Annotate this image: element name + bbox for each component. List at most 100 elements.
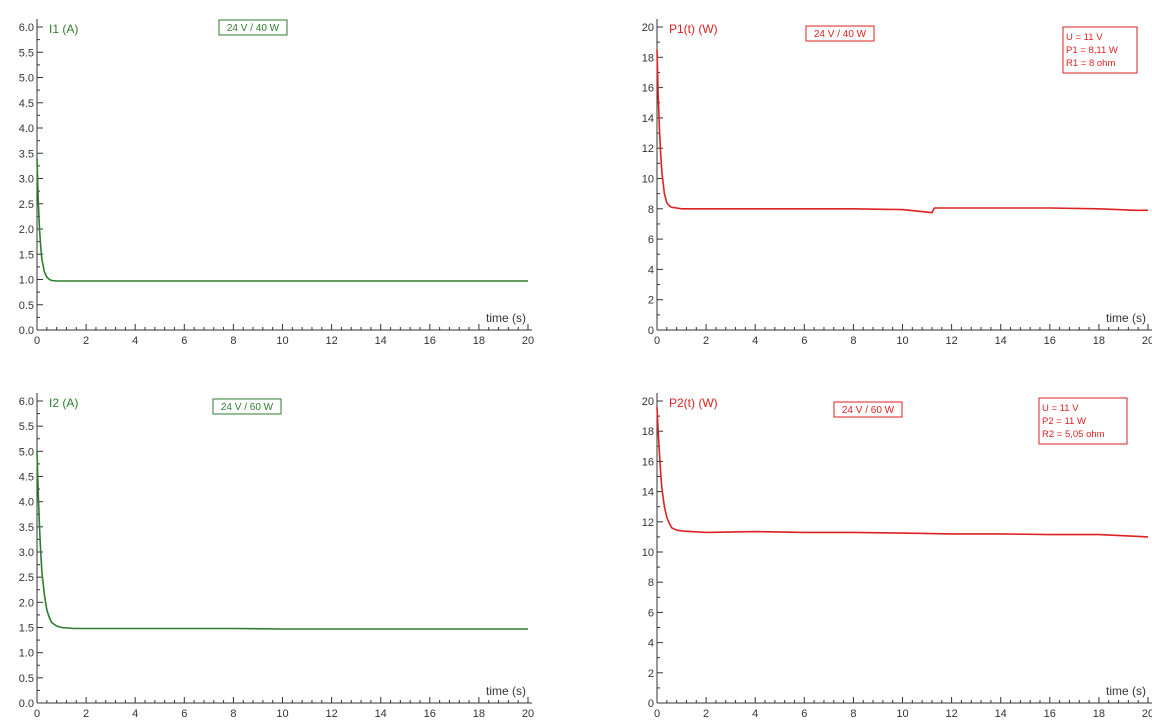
y-tick-label: 16 <box>642 83 654 95</box>
badge-label: 24 V / 40 W <box>227 23 280 34</box>
x-tick-label: 2 <box>83 335 89 347</box>
x-tick-label: 20 <box>522 335 534 347</box>
info-box <box>1038 397 1128 445</box>
x-axis-label: time (s) <box>1106 311 1146 325</box>
x-tick-label: 8 <box>230 708 236 720</box>
y-tick-label: 3.0 <box>19 547 34 559</box>
y-tick-label: 0.5 <box>19 300 34 312</box>
badge-box <box>805 25 875 42</box>
badge-box <box>833 401 903 418</box>
y-tick-label: 4.5 <box>19 98 34 110</box>
x-axis-label: time (s) <box>486 311 526 325</box>
y-tick-label: 14 <box>642 113 654 125</box>
y-tick-label: 3.5 <box>19 522 34 534</box>
y-tick-label: 1.0 <box>19 648 34 660</box>
y-tick-label: 16 <box>642 456 654 468</box>
x-tick-label: 12 <box>945 335 957 347</box>
y-tick-label: 5.5 <box>19 421 34 433</box>
y-tick-label: 20 <box>642 396 654 408</box>
y-tick-label: 2.0 <box>19 224 34 236</box>
y-tick-label: 8 <box>648 204 654 216</box>
x-tick-label: 16 <box>424 708 436 720</box>
x-tick-label: 18 <box>473 708 485 720</box>
chart-panel-1: 0.0 0.5 1.0 1.5 2.0 2.5 3.0 3.5 4.0 4.5 5.0 5.5 6.0 0… <box>19 19 534 347</box>
x-tick-label: 0 <box>34 708 40 720</box>
x-tick-label: 6 <box>801 335 807 347</box>
y-tick-label: 0.5 <box>19 673 34 685</box>
x-tick-label: 16 <box>424 335 436 347</box>
y-tick-label: 0.0 <box>19 325 34 337</box>
x-tick-label: 4 <box>132 708 138 720</box>
y-tick-label: 18 <box>642 426 654 438</box>
y-axis-label: P1(t) (W) <box>669 22 718 36</box>
x-tick-label: 2 <box>83 708 89 720</box>
x-tick-label: 16 <box>1044 708 1056 720</box>
y-tick-label: 0.0 <box>19 698 34 710</box>
y-tick-label: 2 <box>648 295 654 307</box>
x-tick-label: 20 <box>1142 335 1152 347</box>
x-tick-label: 14 <box>375 335 387 347</box>
y-axis-label: P2(t) (W) <box>669 396 718 410</box>
y-tick-label: 3.5 <box>19 148 34 160</box>
y-tick-label: 3.0 <box>19 174 34 186</box>
y-tick-label: 4.0 <box>19 497 34 509</box>
x-tick-label: 2 <box>703 335 709 347</box>
y-tick-label: 4 <box>648 638 654 650</box>
x-tick-label: 14 <box>995 708 1007 720</box>
x-tick-label: 12 <box>325 335 337 347</box>
y-tick-label: 1.0 <box>19 275 34 287</box>
y-tick-label: 10 <box>642 547 654 559</box>
x-tick-label: 0 <box>654 708 660 720</box>
x-tick-label: 6 <box>181 708 187 720</box>
x-tick-label: 14 <box>375 708 387 720</box>
x-axis-label: time (s) <box>486 684 526 698</box>
y-tick-label: 12 <box>642 143 654 155</box>
x-tick-label: 0 <box>34 335 40 347</box>
x-tick-label: 10 <box>276 708 288 720</box>
badge-label: 24 V / 60 W <box>221 402 274 413</box>
y-tick-label: 5.5 <box>19 47 34 59</box>
y-tick-label: 1.5 <box>19 249 34 261</box>
x-tick-label: 6 <box>181 335 187 347</box>
x-tick-label: 6 <box>801 708 807 720</box>
y-tick-label: 18 <box>642 52 654 64</box>
y-tick-label: 6 <box>648 607 654 619</box>
x-tick-label: 4 <box>752 708 758 720</box>
y-tick-label: 2 <box>648 668 654 680</box>
x-tick-label: 10 <box>896 708 908 720</box>
chart-panel-4: 0 2 4 6 8 10 12 14 16 18 20 0 2 4 6 8 10 12 14 16 18 20 P2(t) … <box>642 393 1152 720</box>
x-tick-label: 20 <box>522 708 534 720</box>
y-tick-label: 4 <box>648 264 654 276</box>
badge-box <box>212 398 282 415</box>
y-tick-label: 2.5 <box>19 199 34 211</box>
y-tick-label: 4.5 <box>19 472 34 484</box>
x-tick-label: 8 <box>850 335 856 347</box>
x-tick-label: 10 <box>896 335 908 347</box>
y-tick-label: 6.0 <box>19 22 34 34</box>
x-tick-label: 2 <box>703 708 709 720</box>
info-line: U = 11 V <box>1066 32 1103 43</box>
y-tick-label: 2.0 <box>19 597 34 609</box>
x-tick-label: 14 <box>995 335 1007 347</box>
chart-panel-2: 0 2 4 6 8 10 12 14 16 18 20 0 2 4 6 8 10 12 14 16 18 20 P1(t) … <box>642 19 1152 347</box>
y-tick-label: 6.0 <box>19 396 34 408</box>
y-tick-label: 5.0 <box>19 73 34 85</box>
series-line-1 <box>656 406 1149 538</box>
y-tick-label: 14 <box>642 487 654 499</box>
x-tick-label: 18 <box>1093 335 1105 347</box>
y-tick-label: 1.5 <box>19 623 34 635</box>
y-tick-label: 4.0 <box>19 123 34 135</box>
x-tick-label: 8 <box>230 335 236 347</box>
x-tick-label: 10 <box>276 335 288 347</box>
info-line: R1 = 8 ohm <box>1066 58 1115 69</box>
series-line-1 <box>656 49 1148 214</box>
series-line-1 <box>36 451 528 630</box>
info-line: R2 = 5,05 ohm <box>1042 429 1105 440</box>
y-tick-label: 0 <box>648 698 654 710</box>
info-box <box>1062 26 1138 74</box>
y-axis-label: I1 (A) <box>49 22 78 36</box>
y-tick-label: 0 <box>648 325 654 337</box>
y-tick-label: 2.5 <box>19 572 34 584</box>
info-line: U = 11 V <box>1042 403 1079 414</box>
